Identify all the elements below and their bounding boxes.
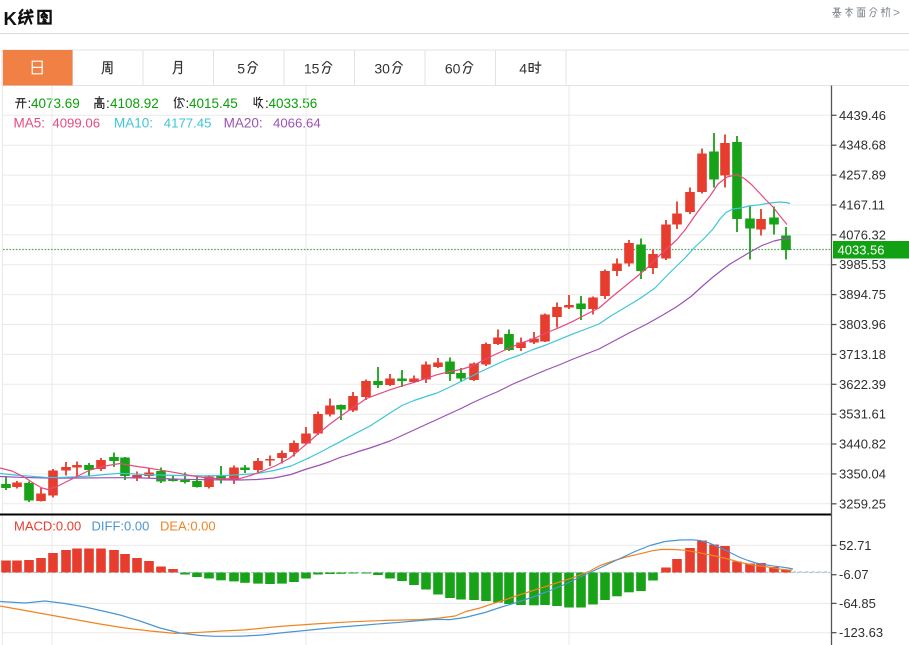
svg-text:MA10:: MA10: xyxy=(114,116,153,131)
svg-text:MA5:: MA5: xyxy=(14,116,46,131)
svg-text:4348.68: 4348.68 xyxy=(839,138,886,153)
svg-text::: : xyxy=(106,96,110,111)
svg-text:15: 15 xyxy=(304,61,320,77)
svg-text::: : xyxy=(28,96,32,111)
svg-text:30: 30 xyxy=(374,61,390,77)
svg-text:4033.56: 4033.56 xyxy=(269,96,318,111)
svg-text:3985.53: 3985.53 xyxy=(839,257,886,272)
svg-text:4015.45: 4015.45 xyxy=(189,96,238,111)
svg-text:3350.04: 3350.04 xyxy=(839,466,886,481)
svg-text:4033.56: 4033.56 xyxy=(838,243,885,258)
svg-text:-64.85: -64.85 xyxy=(839,596,876,611)
svg-text:K: K xyxy=(4,8,18,29)
svg-text:4167.11: 4167.11 xyxy=(839,198,885,213)
svg-text:3803.96: 3803.96 xyxy=(839,317,886,332)
svg-text:4108.92: 4108.92 xyxy=(110,96,159,111)
svg-text:3531.61: 3531.61 xyxy=(839,407,886,422)
svg-text:4177.45: 4177.45 xyxy=(164,116,212,131)
svg-text:4066.64: 4066.64 xyxy=(273,116,321,131)
svg-text:3440.82: 3440.82 xyxy=(839,437,886,452)
svg-text:3622.39: 3622.39 xyxy=(839,377,886,392)
svg-text:-6.07: -6.07 xyxy=(839,567,869,582)
svg-text:3259.25: 3259.25 xyxy=(839,496,886,511)
svg-text:3894.75: 3894.75 xyxy=(839,287,886,302)
svg-text:52.71: 52.71 xyxy=(839,538,872,553)
svg-text:4: 4 xyxy=(519,61,527,77)
svg-text:4439.46: 4439.46 xyxy=(839,108,886,123)
svg-text:4257.89: 4257.89 xyxy=(839,168,886,183)
svg-text::: : xyxy=(265,96,269,111)
svg-text:DIFF:0.00: DIFF:0.00 xyxy=(92,519,150,534)
svg-text:3713.18: 3713.18 xyxy=(839,347,886,362)
svg-text:5: 5 xyxy=(237,61,245,77)
svg-text::: : xyxy=(186,96,190,111)
svg-text:4076.32: 4076.32 xyxy=(839,227,886,242)
svg-text:MA20:: MA20: xyxy=(224,116,263,131)
svg-text:4073.69: 4073.69 xyxy=(31,96,80,111)
svg-text:-123.63: -123.63 xyxy=(839,625,883,640)
svg-text:60: 60 xyxy=(445,61,461,77)
svg-text:4099.06: 4099.06 xyxy=(52,116,100,131)
svg-text:DEA:0.00: DEA:0.00 xyxy=(160,519,216,534)
svg-text:>: > xyxy=(893,6,900,20)
svg-text:MACD:0.00: MACD:0.00 xyxy=(14,519,81,534)
